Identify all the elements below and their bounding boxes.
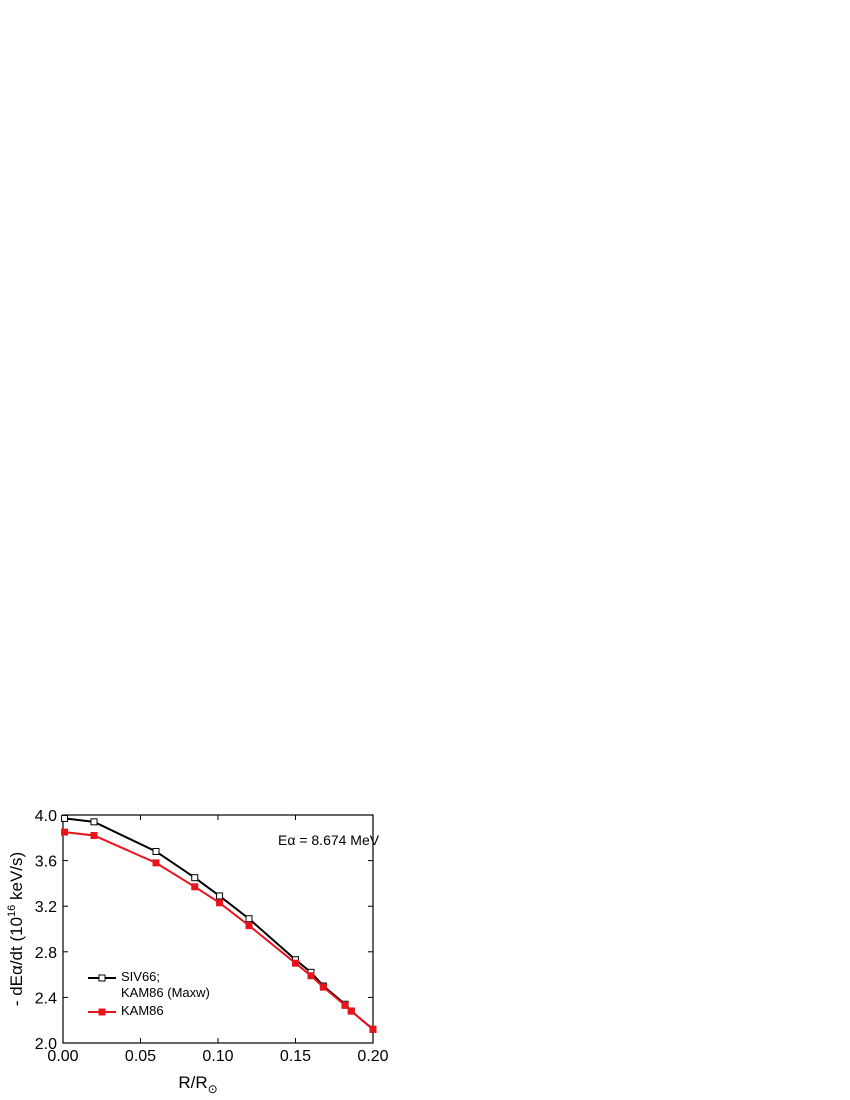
legend-marker <box>98 1008 106 1016</box>
data-point <box>347 1007 355 1015</box>
y-tick-label: 3.2 <box>35 899 57 916</box>
x-tick-label: 0.20 <box>357 1048 388 1065</box>
legend-label: SIV66; KAM86 (Maxw) <box>121 969 210 1000</box>
plot-frame <box>62 814 374 1044</box>
y-tick-label: 2.4 <box>35 990 57 1007</box>
y-label-end: keV/s) <box>7 852 26 905</box>
y-axis-label: - dEα/dt (1016 keV/s) <box>6 852 26 1006</box>
y-label-sup: 16 <box>6 905 18 917</box>
data-point <box>90 832 98 840</box>
x-tick-label: 0.10 <box>202 1048 233 1065</box>
x-tick-label: 0.00 <box>47 1048 78 1065</box>
x-label-sub: ⊙ <box>208 1082 218 1096</box>
series-line <box>64 831 374 1031</box>
legend-marker <box>98 974 106 982</box>
data-point <box>61 814 69 822</box>
y-tick-label: 3.6 <box>35 854 57 871</box>
x-tick-label: 0.15 <box>280 1048 311 1065</box>
data-point <box>216 892 224 900</box>
annotation: Eα = 8.674 MeV <box>278 832 380 848</box>
data-point <box>341 1001 349 1009</box>
y-label-main: - dEα/dt (10 <box>7 917 26 1006</box>
data-point <box>61 828 69 836</box>
data-point <box>152 847 160 855</box>
data-point <box>369 1025 377 1033</box>
data-point <box>245 915 253 923</box>
y-tick-label: 2.8 <box>35 945 57 962</box>
data-point <box>191 883 199 891</box>
series-line <box>64 817 374 1031</box>
x-tick-label: 0.05 <box>125 1048 156 1065</box>
data-point <box>152 859 160 867</box>
data-point <box>245 922 253 930</box>
data-point <box>90 818 98 826</box>
data-point <box>292 959 299 967</box>
legend-label: KAM86 <box>121 1003 164 1018</box>
data-point <box>216 899 224 907</box>
y-tick-label: 2.0 <box>35 1036 57 1053</box>
x-axis-label: R/R⊙ <box>178 1073 217 1096</box>
data-point <box>191 874 199 882</box>
x-label-main: R/R <box>178 1073 207 1092</box>
data-point <box>319 983 327 991</box>
data-point <box>307 972 315 980</box>
y-tick-label: 4.0 <box>35 808 57 825</box>
